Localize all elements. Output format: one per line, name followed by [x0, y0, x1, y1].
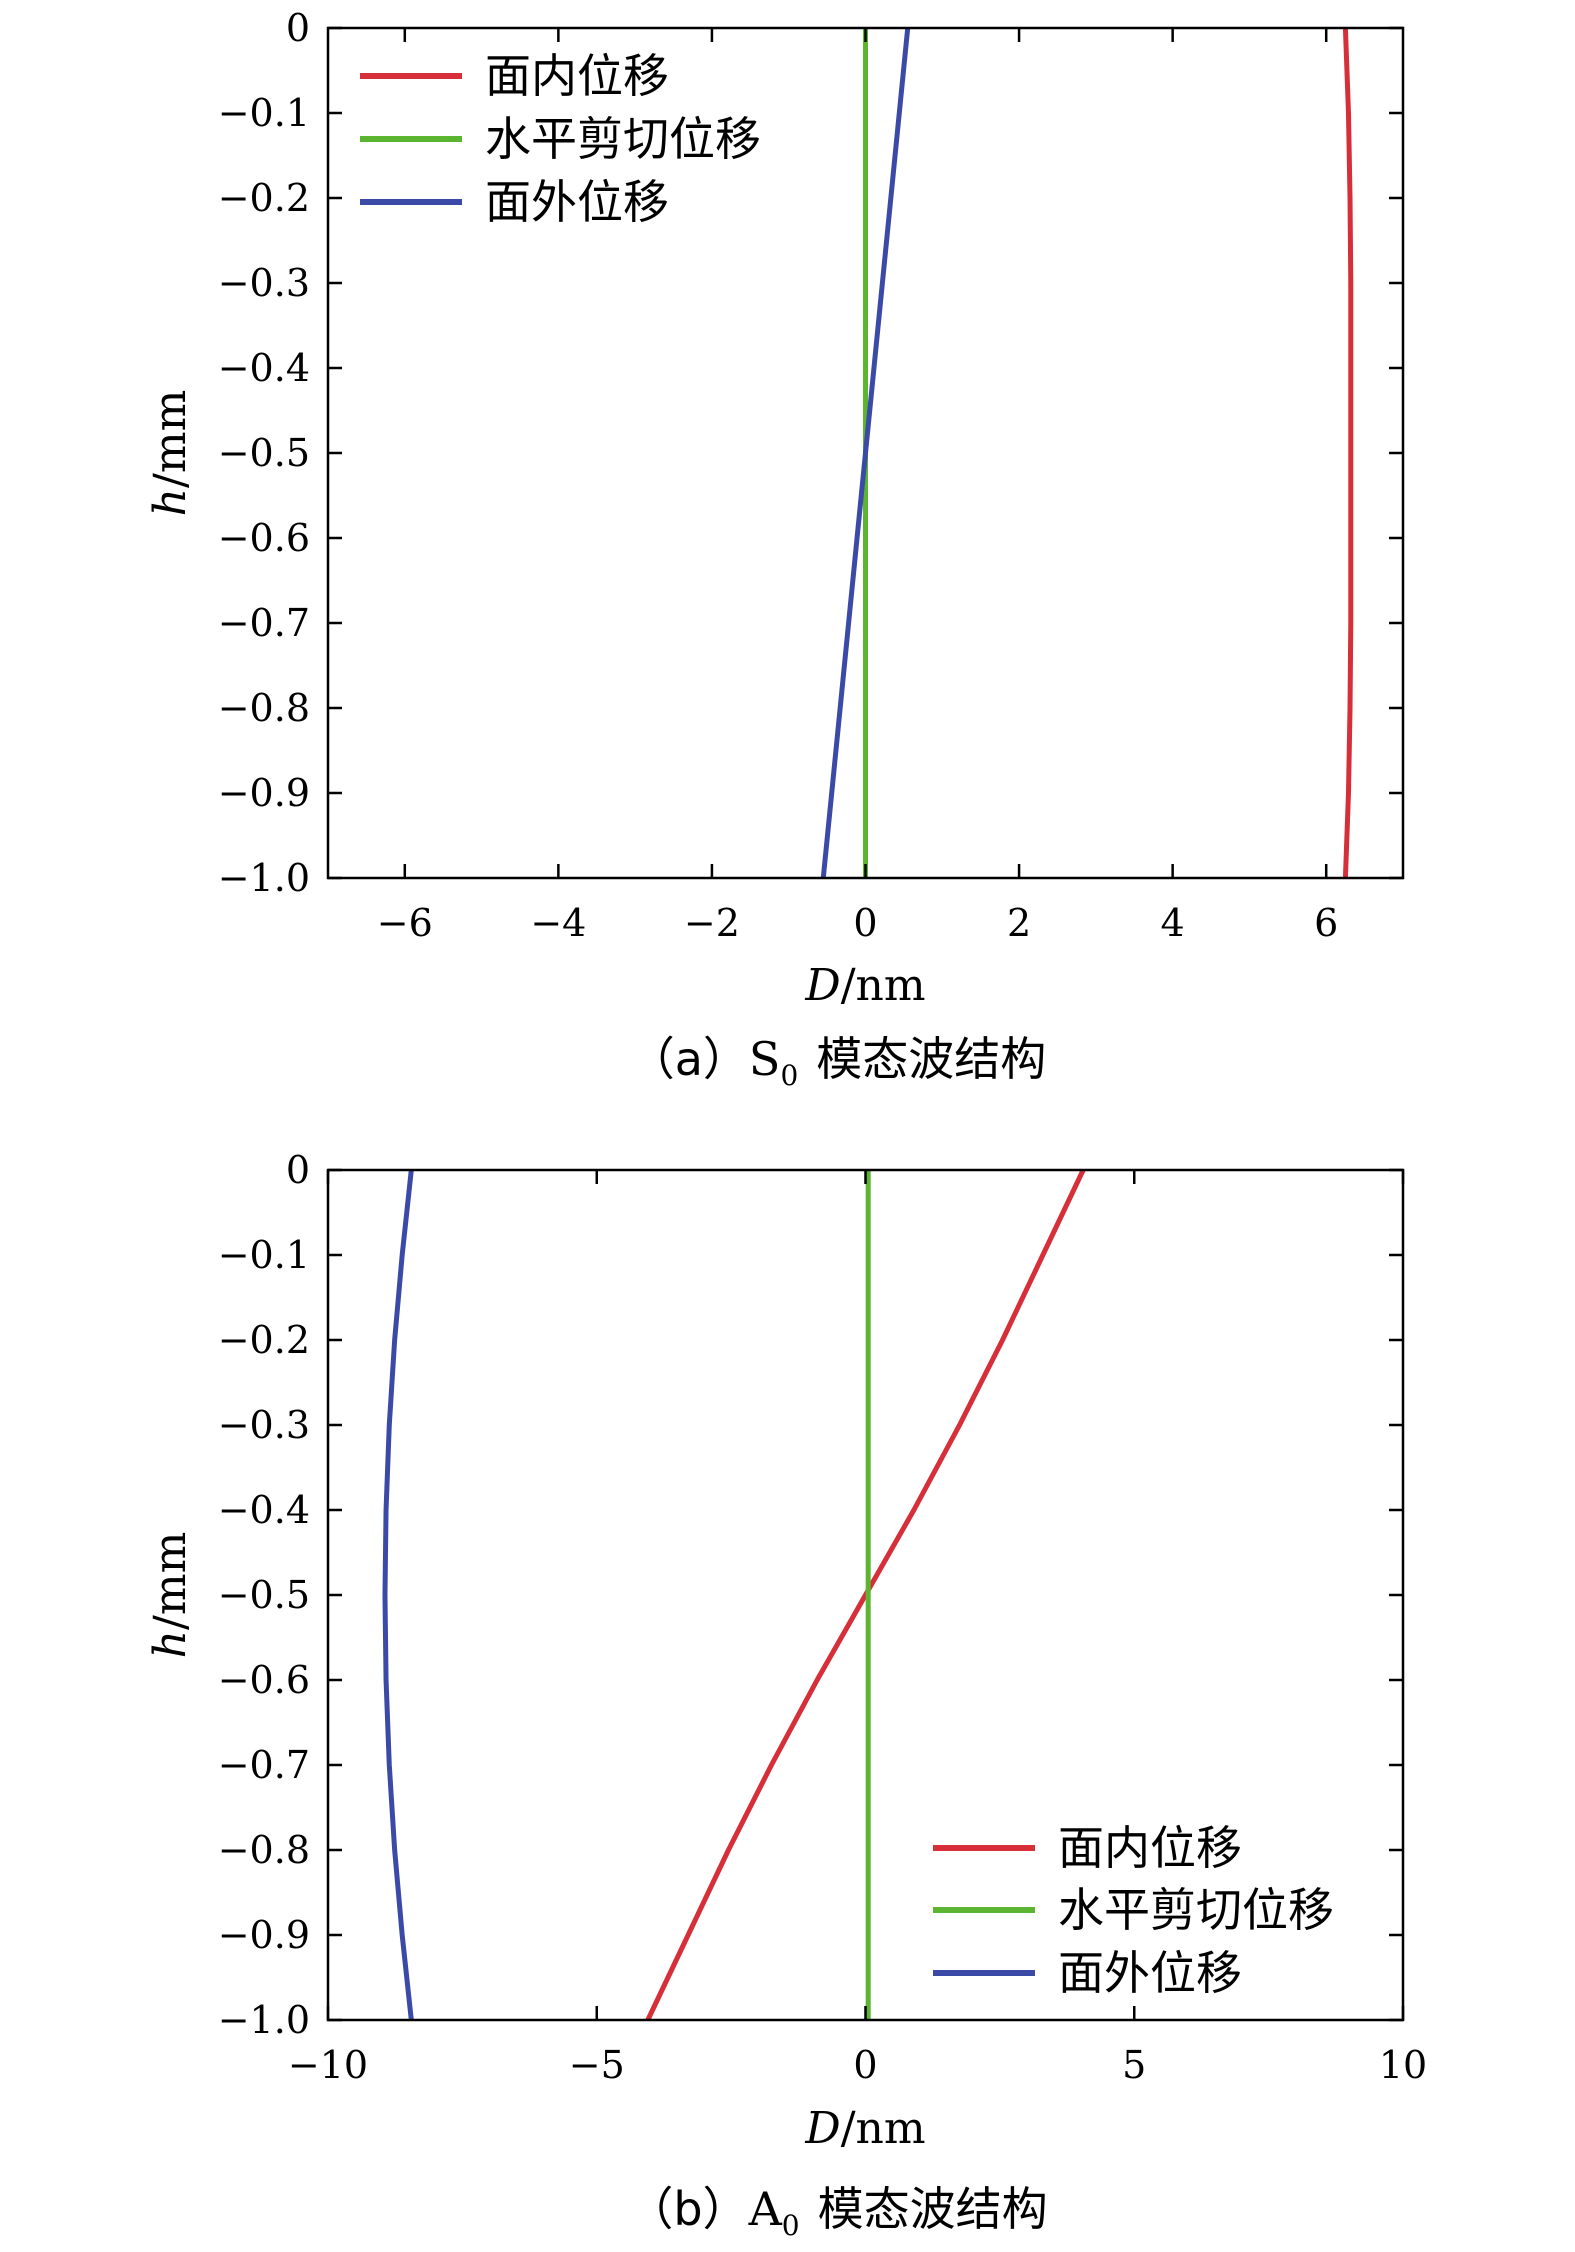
x-tick-label: −5 — [569, 2043, 625, 2087]
y-tick-label: −0.2 — [218, 176, 310, 220]
x-tick-label: 5 — [1122, 2043, 1146, 2087]
legend-label-0: 面内位移 — [485, 49, 669, 103]
legend-label-1: 水平剪切位移 — [1058, 1883, 1334, 1937]
x-tick-label: 0 — [853, 2043, 877, 2087]
series-line-0 — [1342, 27, 1354, 879]
caption-prefix: （a） — [629, 1032, 749, 1086]
x-tick-label: −6 — [377, 901, 433, 945]
figure-caption: （b）A0 模态波结构 — [627, 2182, 1047, 2242]
series-line-2 — [382, 1169, 414, 2021]
x-tick-label: 10 — [1379, 2043, 1427, 2087]
x-tick-label: −2 — [684, 901, 740, 945]
y-axis-label: h/mm — [145, 1532, 196, 1659]
x-tick-label: −4 — [530, 901, 586, 945]
x-axis-var: D — [804, 2103, 840, 2154]
y-tick-label: 0 — [286, 1148, 310, 1192]
y-tick-label: −0.7 — [218, 1743, 310, 1787]
y-tick-label: −0.6 — [218, 516, 310, 560]
caption-prefix: （b） — [627, 2182, 748, 2236]
legend-label-2: 面外位移 — [1058, 1946, 1242, 2000]
figure-caption: （a）S0 模态波结构 — [629, 1032, 1047, 1092]
legend-label-2: 面外位移 — [485, 175, 669, 229]
x-tick-label: 4 — [1161, 901, 1185, 945]
caption-mode-subscript: 0 — [782, 2209, 800, 2242]
x-tick-label: 2 — [1007, 901, 1031, 945]
y-tick-label: −0.1 — [218, 91, 310, 135]
series-line-0 — [645, 1168, 1086, 2022]
y-tick-label: −0.7 — [218, 601, 310, 645]
x-tick-label: 0 — [853, 901, 877, 945]
y-axis-unit: /mm — [145, 390, 196, 488]
y-tick-label: −1.0 — [218, 856, 310, 900]
caption-suffix: 模态波结构 — [816, 1032, 1046, 1086]
y-tick-label: 0 — [286, 6, 310, 50]
legend-label-0: 面内位移 — [1058, 1821, 1242, 1875]
y-tick-label: −0.5 — [218, 431, 310, 475]
y-tick-label: −0.2 — [218, 1318, 310, 1362]
y-tick-label: −0.6 — [218, 1658, 310, 1702]
y-tick-label: −0.3 — [218, 261, 310, 305]
panel-b-a0-chart: −10 −5 0 5 10 0 −0.1 −0.2 −0.3 −0.4 −0.5 −0.6 −0.7 −0… — [145, 1148, 1427, 2242]
y-tick-label: −0.8 — [218, 1828, 310, 1872]
y-tick-label: −1.0 — [218, 1998, 310, 2042]
y-tick-label: −0.3 — [218, 1403, 310, 1447]
caption-mode-letter: S — [749, 1032, 781, 1086]
x-axis-unit: /nm — [841, 2103, 926, 2154]
y-axis-unit: /mm — [145, 1532, 196, 1630]
y-tick-label: −0.4 — [218, 1488, 310, 1532]
x-axis-unit: /nm — [841, 960, 926, 1011]
caption-suffix: 模态波结构 — [818, 2182, 1048, 2236]
x-axis-label: D/nm — [804, 2103, 925, 2154]
legend-label-1: 水平剪切位移 — [485, 112, 761, 166]
y-tick-label: −0.4 — [218, 346, 310, 390]
x-tick-label: −10 — [288, 2043, 368, 2087]
y-tick-label: −0.9 — [218, 771, 310, 815]
y-axis-var: h — [145, 1630, 196, 1658]
y-tick-label: −0.5 — [218, 1573, 310, 1617]
y-tick-label: −0.1 — [218, 1233, 310, 1277]
series-line-2 — [820, 27, 911, 879]
x-axis-var: D — [804, 960, 840, 1011]
y-axis-label: h/mm — [145, 390, 196, 517]
y-tick-label: −0.8 — [218, 686, 310, 730]
panel-a-s0-chart: −6 −4 −2 0 2 4 6 0 −0.1 −0.2 −0.3 −0.4 −0.5 −0.6 −0.7 −… — [145, 6, 1405, 1092]
y-tick-label: −0.9 — [218, 1913, 310, 1957]
caption-mode-subscript: 0 — [780, 1059, 798, 1092]
x-tick-label: 6 — [1314, 901, 1338, 945]
x-axis-label: D/nm — [804, 960, 925, 1011]
caption-mode-letter: A — [748, 2182, 783, 2236]
y-axis-var: h — [145, 488, 196, 516]
